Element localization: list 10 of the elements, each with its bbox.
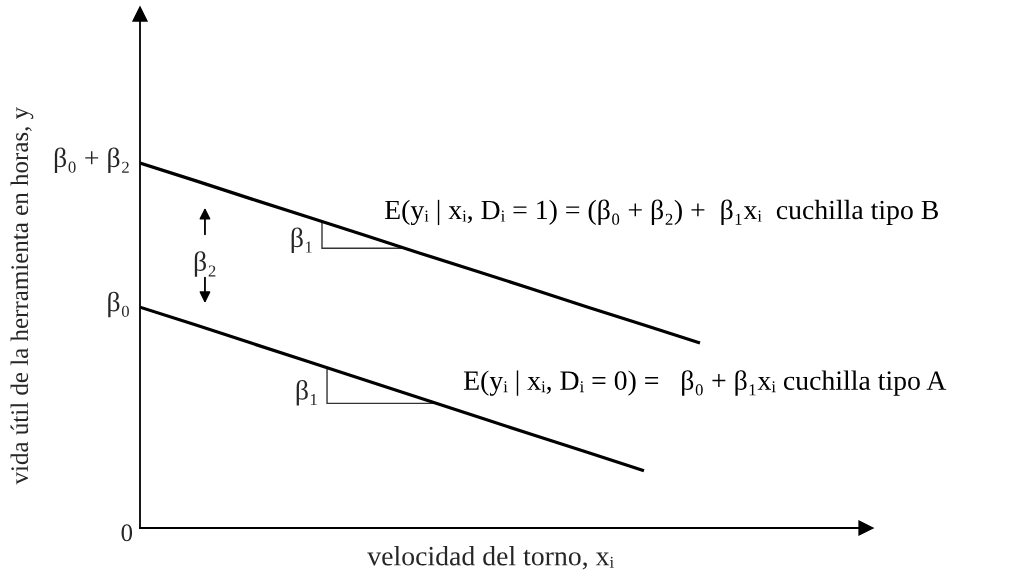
annotation: 0 xyxy=(121,524,133,542)
annotation: β₁ xyxy=(291,227,312,253)
annotation: β₀ + β₂ xyxy=(54,147,129,173)
y-axis-title: vida útil de la herramienta en horas, y xyxy=(10,106,34,485)
annotation: β₀ xyxy=(108,291,129,318)
annotation: β₁ xyxy=(296,379,317,406)
annotation: β₂ xyxy=(194,251,216,277)
x-axis-title: velocidad del torno, xᵢ xyxy=(367,545,614,570)
series-label: E(yᵢ | xᵢ, Dᵢ = 0) = β₀ + β₁xᵢ cuchilla tipo A xyxy=(463,370,947,396)
series-label: E(yᵢ | xᵢ, Dᵢ = 1) = (β₀ + β₂) + β₁xᵢ cuchilla tipo B xyxy=(384,199,938,226)
